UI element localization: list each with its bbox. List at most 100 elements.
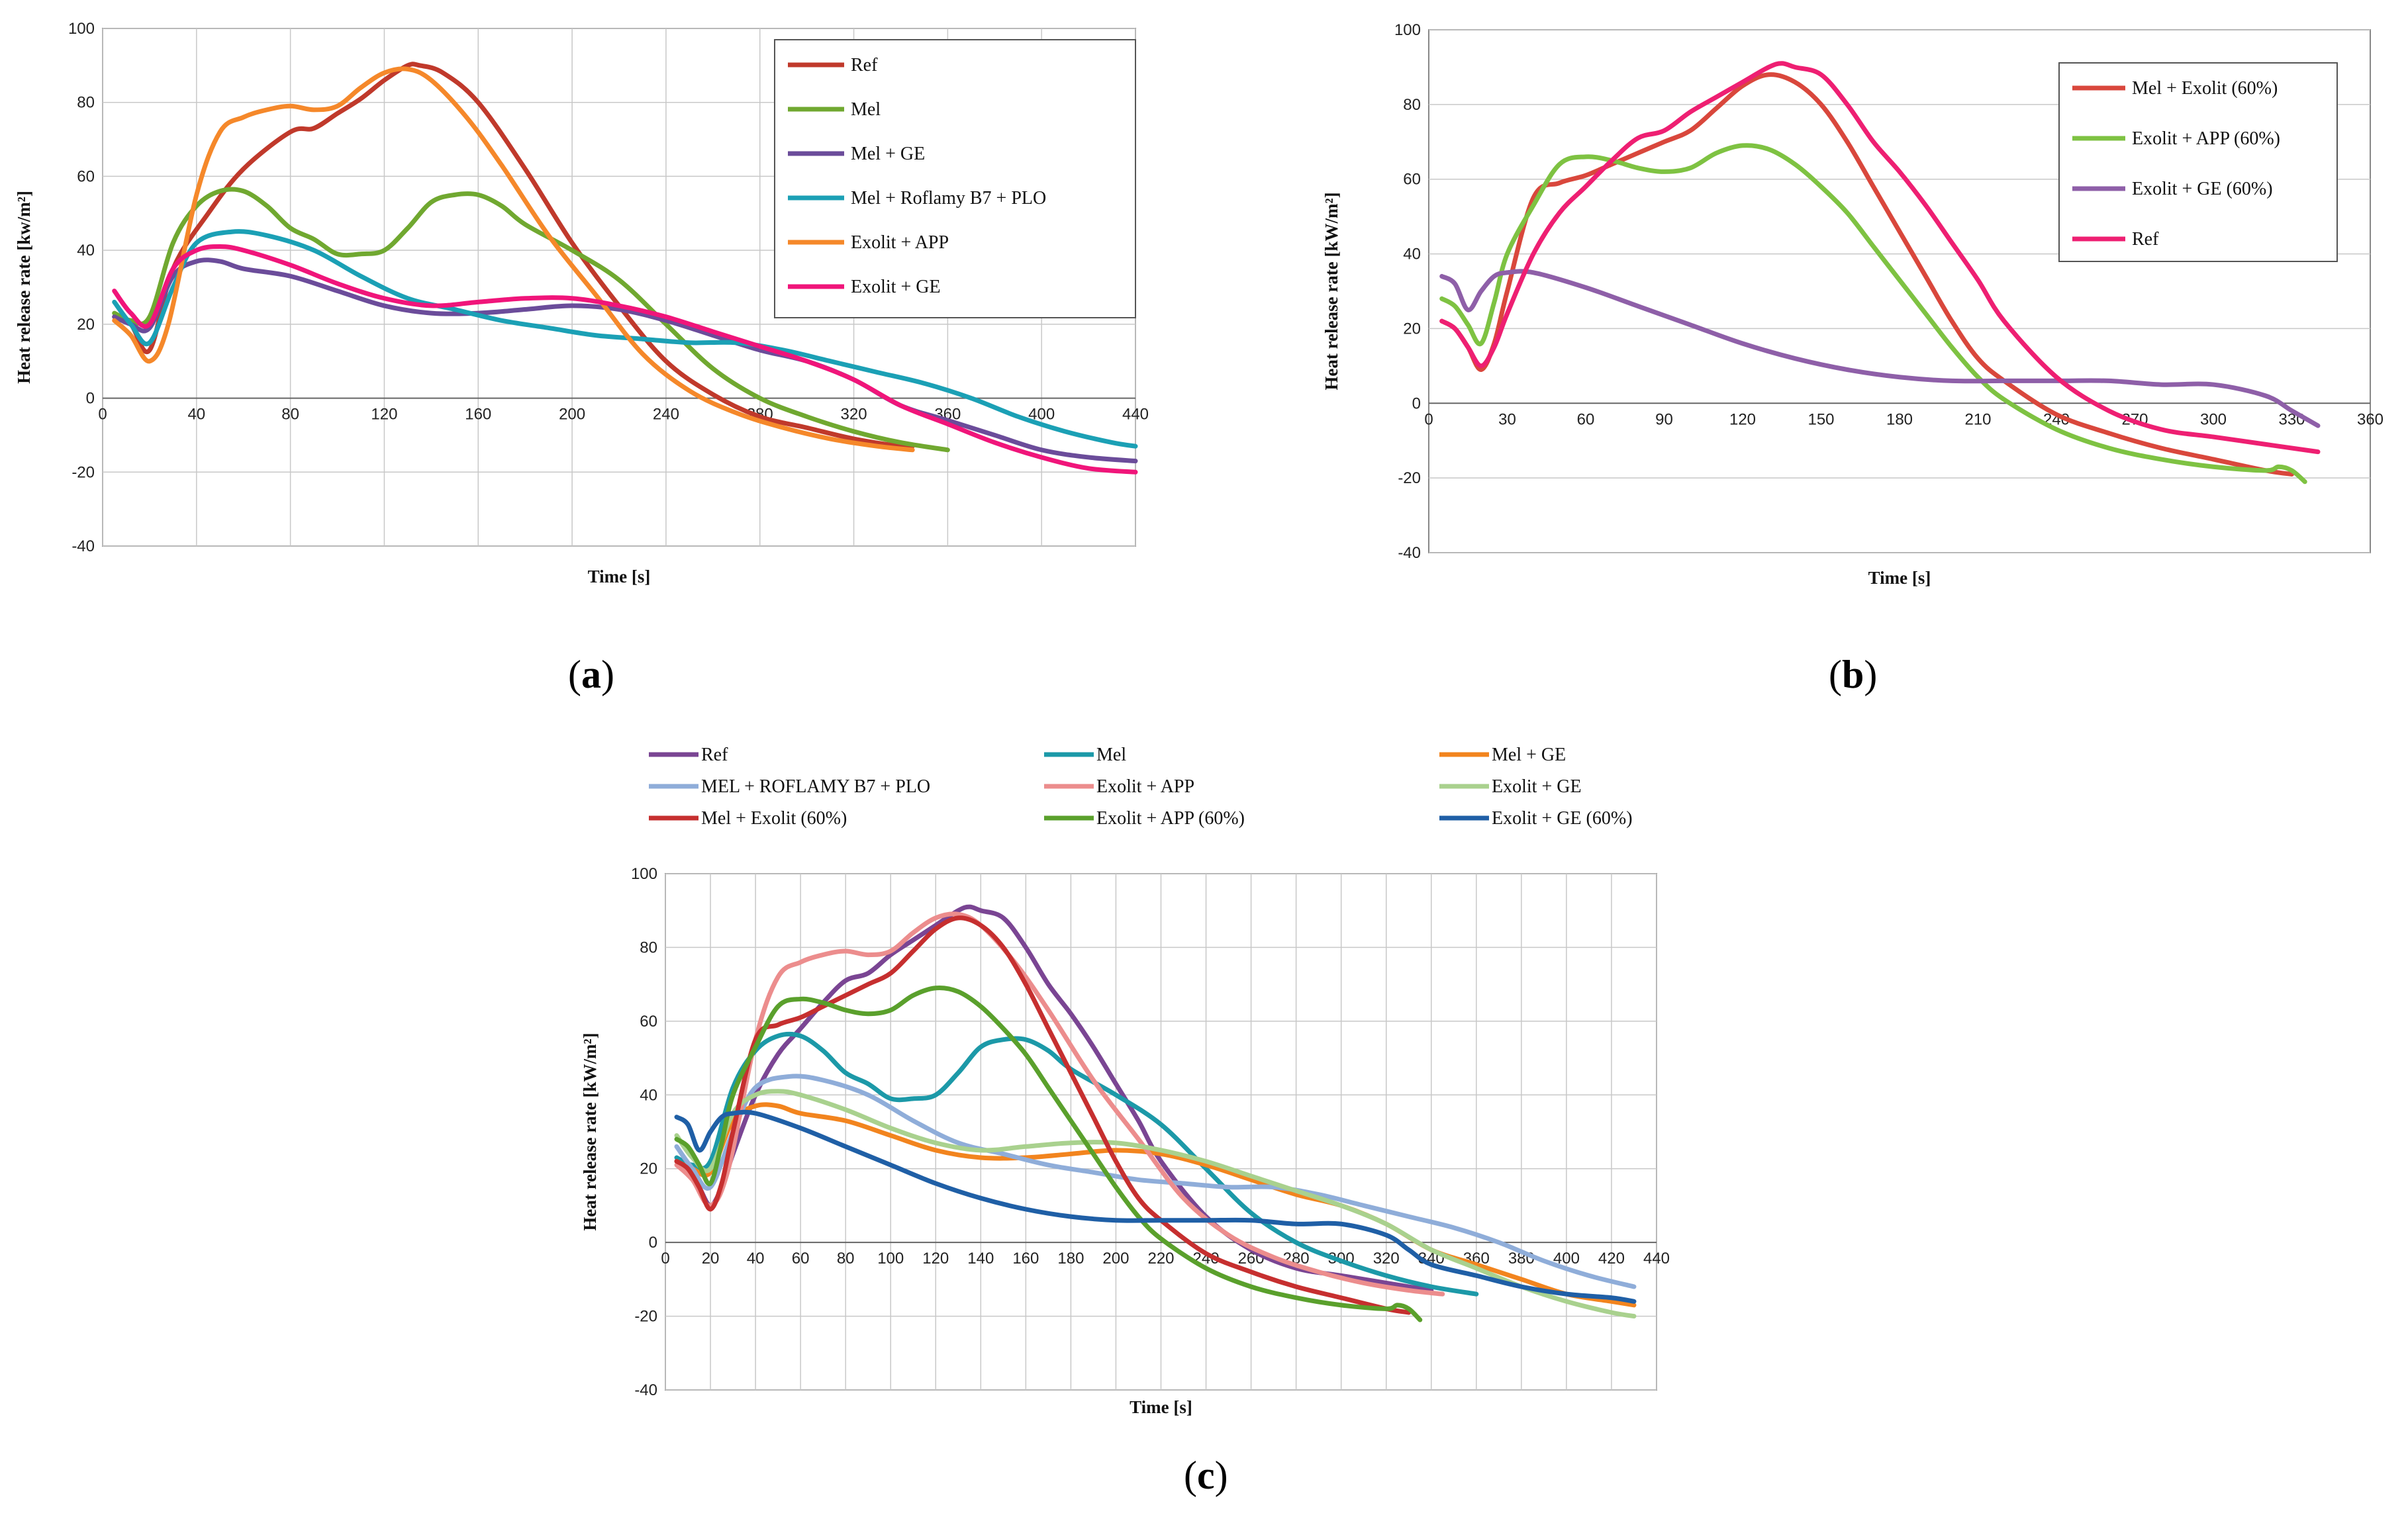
x-tick-label: 420 xyxy=(1598,1250,1625,1267)
y-tick-label: 60 xyxy=(640,1013,657,1031)
y-axis-label: Heat release rate [kW/m²] xyxy=(580,1033,600,1230)
y-tick-label: -20 xyxy=(634,1308,657,1326)
x-tick-label: 140 xyxy=(967,1250,994,1267)
legend-entry: Mel + GE xyxy=(1492,745,1566,765)
legend-entry: Mel + Exolit (60%) xyxy=(2132,78,2278,99)
x-tick-label: 120 xyxy=(371,406,397,424)
series-line xyxy=(112,244,1138,475)
x-tick-label: 240 xyxy=(653,406,679,424)
y-tick-label: 20 xyxy=(77,316,95,334)
series-line xyxy=(112,257,1138,464)
legend-entry: Exolit + GE xyxy=(1492,776,1582,797)
series-line xyxy=(1439,143,2307,484)
y-axis-label: Heat release rate [kw/m²] xyxy=(14,191,34,384)
series-line xyxy=(674,1109,1637,1304)
y-tick-label: 100 xyxy=(631,865,657,883)
x-tick-label: 40 xyxy=(747,1250,765,1267)
y-tick-label: 0 xyxy=(649,1234,657,1252)
series-line xyxy=(674,1102,1637,1308)
series-line xyxy=(112,187,950,453)
x-tick-label: 20 xyxy=(702,1250,720,1267)
chart-panel-a: -40 -20 0 20 40 60 80 100 0 40 80 120 160 200 240 280 32… xyxy=(0,13,1165,596)
legend-entry: Exolit + APP (60%) xyxy=(2132,128,2280,149)
x-tick-label: 60 xyxy=(792,1250,810,1267)
caption-c: (c) xyxy=(1184,1453,1228,1497)
x-tick-label: 160 xyxy=(1012,1250,1039,1267)
y-tick-label: 100 xyxy=(1394,21,1421,39)
series-line xyxy=(1439,61,2321,455)
y-tick-label: 60 xyxy=(77,167,95,185)
x-tick-label: 80 xyxy=(837,1250,855,1267)
y-tick-label: 0 xyxy=(86,390,95,408)
x-tick-label: 120 xyxy=(922,1250,949,1267)
y-tick-label: -40 xyxy=(634,1381,657,1399)
x-tick-label: 320 xyxy=(841,406,867,424)
y-tick-label: -40 xyxy=(72,537,95,555)
x-axis-label: Time [s] xyxy=(588,567,651,586)
x-tick-label: 100 xyxy=(877,1250,904,1267)
x-tick-label: 210 xyxy=(1964,410,1991,428)
caption-b: (b) xyxy=(1829,653,1878,696)
y-tick-label: 60 xyxy=(1403,171,1421,189)
series-line xyxy=(674,1089,1637,1319)
legend-entry: Mel + Exolit (60%) xyxy=(701,808,847,829)
y-tick-label: 100 xyxy=(68,20,95,38)
legend-entry: Ref xyxy=(701,745,728,765)
caption-a: (a) xyxy=(568,653,614,696)
legend-entry: Exolit + GE xyxy=(851,277,941,297)
y-tick-label: 80 xyxy=(1403,96,1421,114)
legend-entry: MEL + ROFLAMY B7 + PLO xyxy=(701,776,930,797)
series-line xyxy=(112,229,1138,449)
legend-entry: Mel + GE xyxy=(851,144,925,164)
chart-panel-c: -40 -20 0 20 40 60 80 100 0 20 40 60 80 100 120 140 160 1… xyxy=(569,735,1814,1423)
x-tick-label: 40 xyxy=(187,406,205,424)
x-tick-label: 320 xyxy=(1373,1250,1400,1267)
series-line xyxy=(674,1031,1479,1297)
series-line xyxy=(1439,269,2321,428)
series-line xyxy=(674,1074,1637,1289)
series-line xyxy=(674,915,1412,1315)
legend-entry: Exolit + APP xyxy=(851,232,949,253)
legend-entry: Ref xyxy=(2132,229,2159,250)
legend-entry: Mel xyxy=(1096,745,1126,765)
y-tick-label: 80 xyxy=(77,94,95,112)
x-tick-label: 200 xyxy=(559,406,585,424)
y-tick-label: 20 xyxy=(640,1160,657,1178)
y-tick-label: 40 xyxy=(1403,246,1421,263)
legend-entry: Exolit + APP (60%) xyxy=(1096,808,1245,829)
y-tick-label: 40 xyxy=(77,242,95,259)
y-axis-label: Heat release rate [kW/m²] xyxy=(1322,192,1341,390)
x-tick-label: 440 xyxy=(1122,406,1149,424)
x-tick-label: 30 xyxy=(1498,410,1516,428)
y-tick-label: -40 xyxy=(1398,544,1421,562)
series-line xyxy=(1439,72,2294,477)
y-tick-label: 40 xyxy=(640,1086,657,1104)
legend-entry: Mel xyxy=(851,99,881,120)
x-tick-label: 300 xyxy=(2200,410,2227,428)
x-tick-label: 150 xyxy=(1807,410,1834,428)
x-tick-label: 180 xyxy=(1886,410,1913,428)
series-line xyxy=(112,66,915,453)
x-tick-label: 120 xyxy=(1729,410,1756,428)
x-tick-label: 90 xyxy=(1655,410,1673,428)
x-tick-label: 0 xyxy=(1424,410,1433,428)
x-tick-label: 200 xyxy=(1102,1250,1129,1267)
x-axis-label: Time [s] xyxy=(1868,568,1931,588)
x-tick-label: 360 xyxy=(2357,410,2384,428)
x-tick-label: 60 xyxy=(1577,410,1595,428)
legend-entry: Mel + Roflamy B7 + PLO xyxy=(851,188,1046,208)
y-tick-label: -20 xyxy=(1398,469,1421,487)
legend-entry: Exolit + GE (60%) xyxy=(1492,808,1633,829)
y-tick-label: 20 xyxy=(1403,320,1421,338)
x-tick-label: 160 xyxy=(465,406,491,424)
x-tick-label: 0 xyxy=(661,1250,669,1267)
legend-entry: Ref xyxy=(851,55,878,75)
x-tick-label: 0 xyxy=(98,406,107,424)
legend-entry: Exolit + GE (60%) xyxy=(2132,179,2273,199)
series-line xyxy=(674,985,1423,1322)
y-tick-label: -20 xyxy=(72,463,95,481)
y-tick-label: 0 xyxy=(1412,394,1421,412)
x-tick-label: 220 xyxy=(1147,1250,1174,1267)
x-tick-label: 180 xyxy=(1057,1250,1084,1267)
